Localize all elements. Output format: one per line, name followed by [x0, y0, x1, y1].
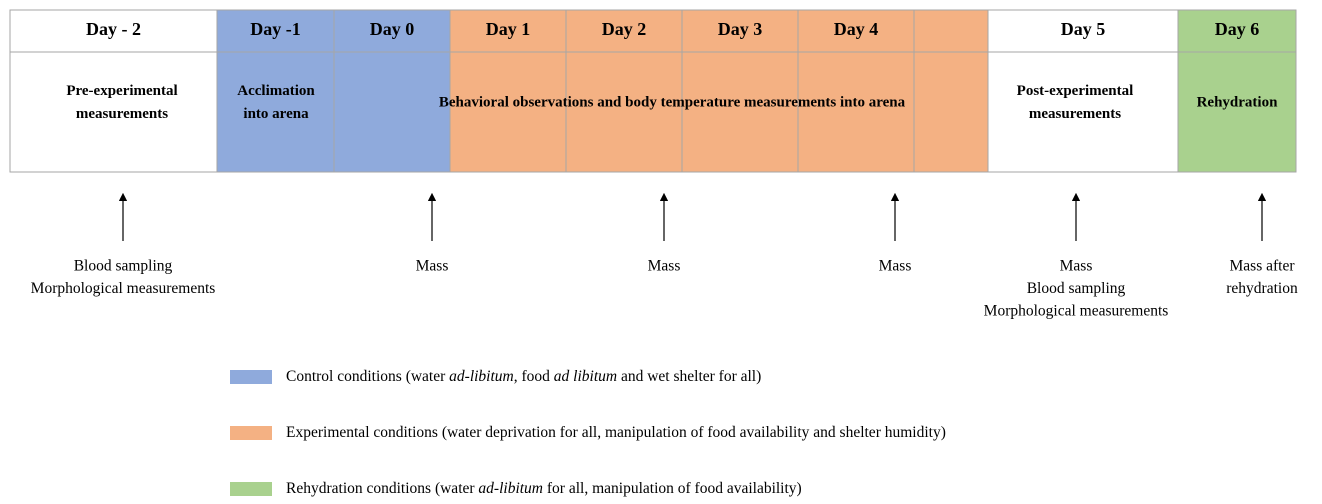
phase-label: Pre-experimental	[66, 83, 177, 99]
body-cell	[797, 51, 915, 173]
legend-label: Control conditions (water ad-libitum, fo…	[286, 368, 761, 385]
body-cell	[1177, 51, 1297, 173]
day-label: Day 1	[486, 19, 531, 39]
phase-label: Acclimation	[237, 83, 315, 99]
phase-label: Behavioral observations and body tempera…	[439, 94, 906, 110]
day-label: Day 4	[834, 19, 879, 39]
phase-label: into arena	[243, 106, 309, 122]
legend-text-part: for all, manipulation of food availabili…	[543, 480, 802, 497]
body-cell	[913, 51, 989, 173]
header-cell	[987, 9, 1179, 53]
event-label: rehydration	[1226, 280, 1298, 297]
legend-swatch	[230, 482, 272, 496]
event-label: Mass	[879, 258, 912, 275]
day-label: Day 3	[718, 19, 763, 39]
header-cell	[1177, 9, 1297, 53]
header-cell	[216, 9, 335, 53]
body-cell	[9, 51, 218, 173]
body-cell	[333, 51, 451, 173]
body-cell	[216, 51, 335, 173]
legend-label: Experimental conditions (water deprivati…	[286, 424, 946, 441]
event-label: Mass	[416, 258, 449, 275]
phase-label: Rehydration	[1197, 94, 1278, 110]
day-label: Day -1	[250, 19, 301, 39]
event-label: Morphological measurements	[984, 303, 1169, 320]
header-cell	[449, 9, 567, 53]
header-cell	[681, 9, 799, 53]
phase-label: measurements	[76, 106, 168, 122]
phase-label: measurements	[1029, 106, 1121, 122]
legend-swatch	[230, 370, 272, 384]
legend-swatch	[230, 426, 272, 440]
legend-text-part: ad-libitum	[478, 480, 543, 497]
body-cell	[449, 51, 567, 173]
legend-text-part: Rehydration conditions (water	[286, 480, 478, 497]
legend-text-part: ad-libitum	[449, 368, 514, 385]
legend-text-part: and wet shelter for all)	[617, 368, 761, 385]
day-label: Day - 2	[86, 19, 141, 39]
event-label: Blood sampling	[1027, 280, 1126, 297]
event-label: Mass	[1060, 258, 1093, 275]
header-cell	[913, 9, 989, 53]
header-cell	[9, 9, 218, 53]
event-label: Morphological measurements	[31, 280, 216, 297]
body-cell	[565, 51, 683, 173]
day-label: Day 6	[1215, 19, 1260, 39]
legend-label: Rehydration conditions (water ad-libitum…	[286, 480, 802, 497]
body-cell	[681, 51, 799, 173]
day-label: Day 2	[602, 19, 647, 39]
legend-text-part: Experimental conditions (water deprivati…	[286, 424, 946, 441]
event-label: Blood sampling	[74, 258, 173, 275]
legend-text-part: Control conditions (water	[286, 368, 449, 385]
phase-label: Post-experimental	[1017, 83, 1134, 99]
day-label: Day 0	[370, 19, 415, 39]
legend-text-part: ad libitum	[554, 368, 617, 385]
legend-text-part: , food	[514, 368, 554, 385]
event-label: Mass after	[1230, 258, 1296, 275]
event-label: Mass	[648, 258, 681, 275]
day-label: Day 5	[1061, 19, 1106, 39]
